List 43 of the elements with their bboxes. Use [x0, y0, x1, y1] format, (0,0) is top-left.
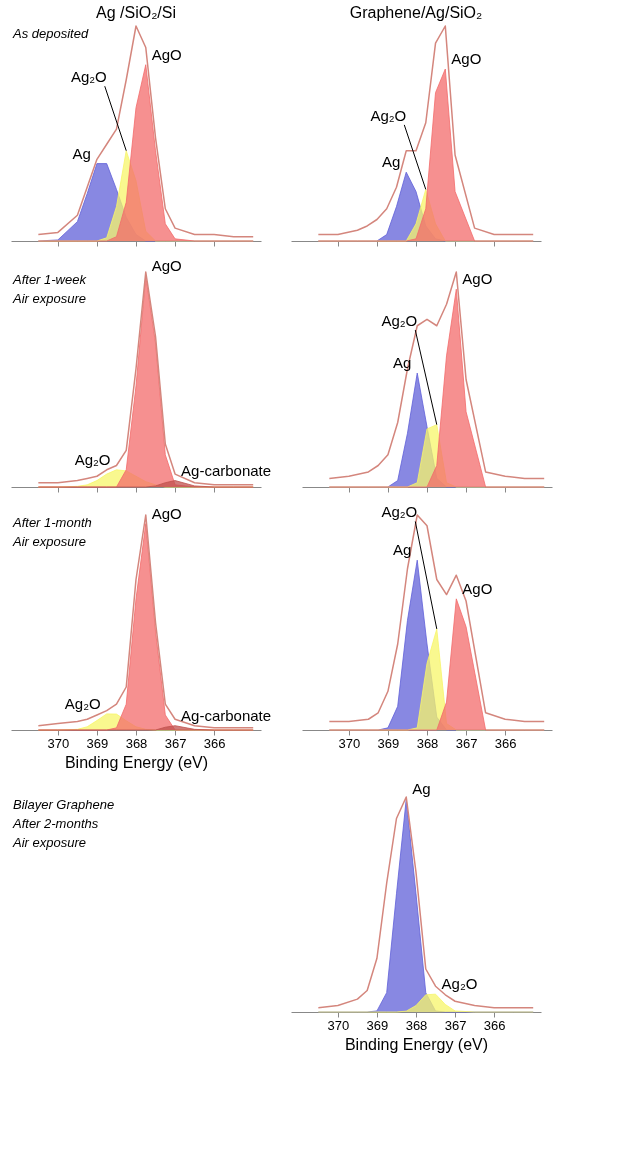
- series-label: AgO: [451, 50, 482, 67]
- x-axis-title: Binding Energy (eV): [64, 753, 209, 771]
- x-tick-label: 367: [164, 735, 187, 751]
- x-tick-label: 368: [416, 735, 439, 751]
- series-label: Ag: [381, 153, 401, 171]
- x-tick-label: 369: [377, 735, 400, 751]
- x-tick-label: 370: [47, 735, 70, 751]
- x-tick-label: 366: [203, 735, 226, 751]
- annotation: After 1-week Air exposure: [12, 272, 88, 306]
- annotation: As deposited: [12, 26, 89, 41]
- series-label: AgO: [151, 257, 182, 275]
- series-label: Ag-carbonate: [181, 461, 272, 479]
- x-tick-label: 366: [494, 735, 517, 751]
- chart-title: Ag /SiO₂/Si: [95, 4, 177, 22]
- series-label: AgO: [151, 504, 182, 522]
- text: Ag₂O: [381, 312, 418, 330]
- x-tick-label: 368: [125, 735, 148, 751]
- x-tick-label: 367: [444, 1017, 467, 1033]
- text: Ag₂O: [70, 68, 107, 86]
- x-tick-label: 369: [366, 1017, 389, 1033]
- chart-title: Graphene/Ag/SiO₂: [349, 4, 483, 22]
- series-label: Ag-carbonate: [181, 706, 272, 724]
- series-label: Ag: [392, 541, 412, 559]
- annotation: After 1-month Air exposure: [12, 515, 92, 549]
- series-label: AgO: [462, 270, 493, 288]
- series-label: AgO: [462, 579, 493, 597]
- text: Ag₂O: [370, 106, 407, 124]
- x-axis-title: Binding Energy (eV): [344, 1035, 489, 1053]
- text: Bilayer Graphene After 2-months Air exposure: [12, 797, 115, 850]
- series-label: AgO: [151, 45, 182, 63]
- x-tick-label: 366: [483, 1017, 506, 1033]
- x-tick-label: 369: [86, 735, 109, 751]
- series-label: Ag₂O: [74, 450, 111, 468]
- x-tick-label: 367: [455, 735, 478, 751]
- x-tick-label: 370: [327, 1017, 350, 1033]
- series-label: Ag: [412, 780, 431, 798]
- series-label: Ag: [392, 354, 412, 372]
- series-label: Ag₂O: [441, 975, 478, 993]
- series-label: Ag: [72, 144, 91, 162]
- x-tick-label: 370: [338, 735, 361, 751]
- x-tick-label: 368: [405, 1017, 428, 1033]
- series-label: Ag₂O: [64, 694, 101, 712]
- text: Ag₂O: [381, 503, 418, 521]
